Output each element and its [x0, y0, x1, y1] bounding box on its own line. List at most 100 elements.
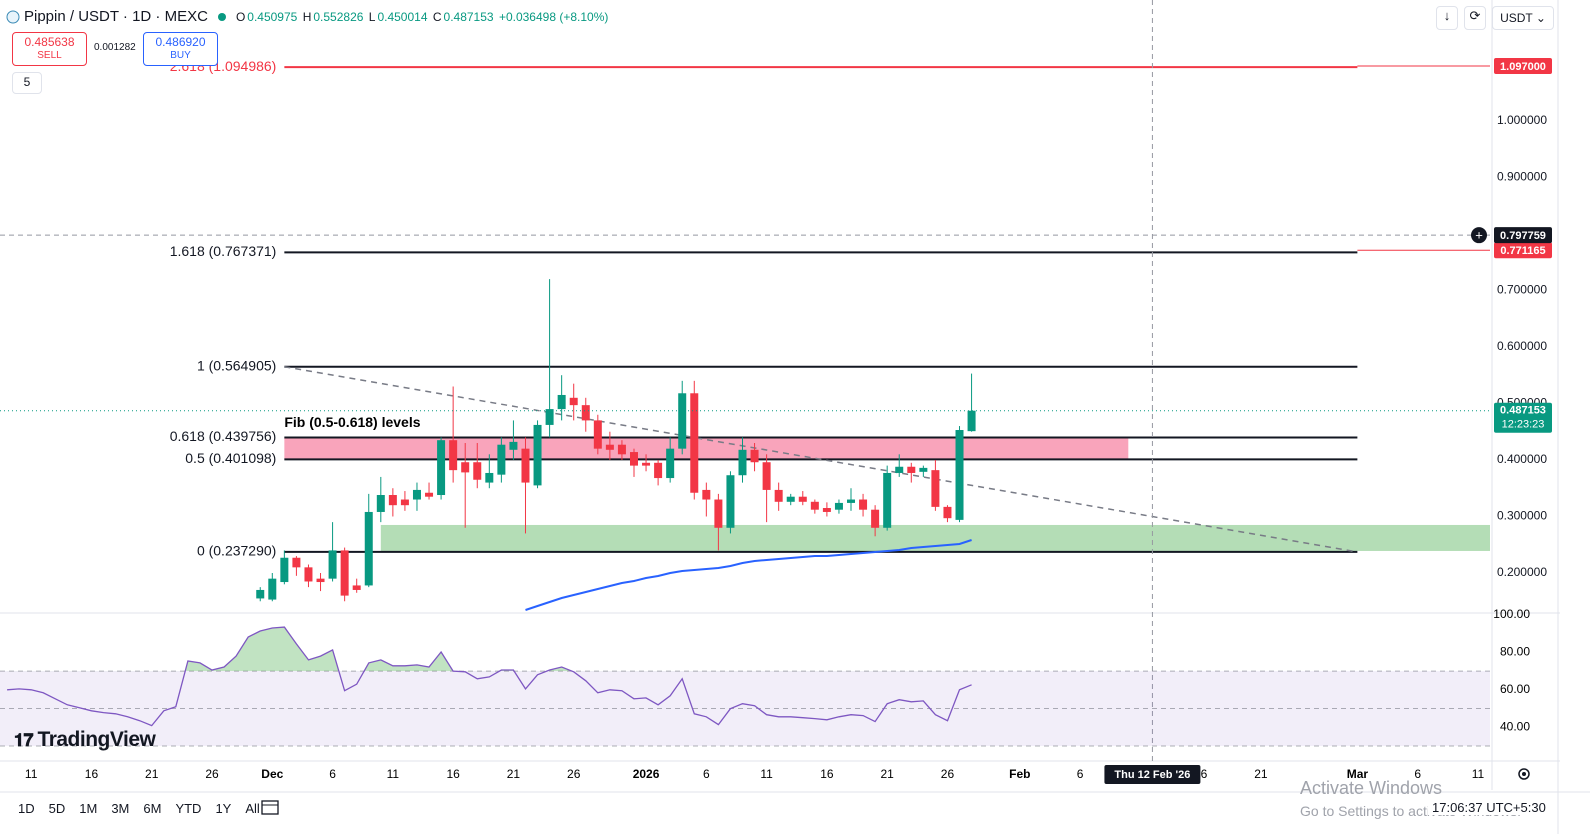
- ohlc-key: C: [432, 9, 442, 24]
- crosshair-date-badge: [1104, 765, 1201, 784]
- candle-body: [822, 508, 831, 512]
- candle-body: [352, 585, 361, 590]
- candle-body: [871, 509, 880, 528]
- x-tick-label: 21: [145, 767, 159, 781]
- buy-button[interactable]: 0.486920 BUY: [143, 32, 218, 66]
- date-range-icon[interactable]: [261, 800, 279, 815]
- indicators-toggle[interactable]: 5: [12, 72, 42, 94]
- rsi-tick-label: 100.00: [1493, 607, 1530, 621]
- candle-body: [931, 470, 940, 507]
- sell-button[interactable]: 0.485638 SELL: [12, 32, 87, 66]
- x-tick-label: Mar: [1347, 767, 1369, 781]
- watermark-text: TradingView: [37, 728, 156, 751]
- currency-select[interactable]: USDT ⌄: [1492, 6, 1554, 30]
- candle-body: [485, 472, 494, 483]
- x-tick-label: 6: [703, 767, 710, 781]
- scroll-button[interactable]: ↓: [1436, 6, 1458, 30]
- x-tick-label: 21: [880, 767, 894, 781]
- timeframe-button[interactable]: 3M: [111, 801, 130, 816]
- trendline: [284, 366, 1358, 553]
- x-tick-label: Feb: [1009, 767, 1030, 781]
- timeframe-button[interactable]: 5D: [48, 801, 66, 816]
- ohlc-value: 0.450975: [247, 9, 298, 24]
- candle-body: [364, 511, 373, 586]
- candle-body: [569, 397, 578, 406]
- candle-body: [810, 501, 819, 510]
- x-tick-label: 21: [1254, 767, 1268, 781]
- refresh-button[interactable]: ⟳: [1464, 6, 1486, 30]
- price-badge: [1494, 402, 1552, 433]
- candle-body: [702, 489, 711, 500]
- candle-body: [521, 448, 530, 483]
- fib-label: 1 (0.564905): [197, 357, 276, 373]
- timeframe-button[interactable]: 6M: [143, 801, 162, 816]
- candle-body: [280, 557, 289, 583]
- candle-body: [268, 578, 277, 600]
- candle-body: [883, 472, 892, 528]
- candle-body: [762, 462, 771, 490]
- candle-body: [967, 410, 976, 432]
- ohlc-value: 0.487153: [443, 9, 494, 24]
- candle-body: [425, 492, 434, 497]
- candle-body: [617, 444, 626, 455]
- candle-body: [557, 394, 566, 410]
- spread: 0.001282: [94, 42, 136, 53]
- candle-body: [919, 467, 928, 472]
- x-tick-label: 26: [567, 767, 581, 781]
- candle-body: [834, 502, 843, 510]
- timeframe-button[interactable]: 1D: [18, 801, 35, 816]
- timeframe-button[interactable]: 1M: [79, 801, 98, 816]
- candle-body: [847, 499, 856, 503]
- candle-body: [907, 466, 916, 473]
- settings-icon[interactable]: [1518, 768, 1530, 780]
- candle-body: [642, 462, 651, 466]
- sell-label: SELL: [37, 50, 62, 61]
- candle-body: [714, 499, 723, 528]
- moving-average: [525, 539, 972, 611]
- symbol-logo: [6, 10, 20, 23]
- x-tick-label: 21: [507, 767, 521, 781]
- timeframe-button[interactable]: YTD: [175, 801, 202, 816]
- y-tick-label: 1.000000: [1497, 113, 1547, 127]
- timeframe-bar: 1D 5D 1M 3M 6M YTD 1Y All: [18, 800, 274, 818]
- x-tick-label: 6: [1414, 767, 1421, 781]
- countdown: 12:23:23: [1502, 419, 1545, 431]
- x-tick-label: 11: [387, 767, 400, 781]
- zone: [284, 437, 1129, 460]
- y-tick-label: 0.600000: [1497, 339, 1547, 353]
- sell-price: 0.485638: [24, 35, 75, 49]
- x-tick-label: 16: [85, 767, 99, 781]
- x-tick-label: 6: [329, 767, 336, 781]
- candle-body: [738, 449, 747, 476]
- y-tick-label: 0.400000: [1497, 452, 1547, 466]
- x-tick-label: 11: [25, 767, 38, 781]
- candle-body: [328, 550, 337, 579]
- x-tick-label: 6: [1077, 767, 1084, 781]
- candle-body: [690, 393, 699, 493]
- alert-badge-label: 0.771165: [1500, 245, 1545, 257]
- crosshair-date: Thu 12 Feb '26: [1114, 769, 1190, 781]
- candle-body: [774, 489, 783, 502]
- timeframe-button[interactable]: 1Y: [215, 801, 232, 816]
- annotation: Fib (0.5-0.618) levels: [284, 414, 420, 430]
- candle-body: [509, 441, 518, 450]
- candle-body: [593, 420, 602, 449]
- x-tick-label: 11: [760, 767, 773, 781]
- rsi-overbought-fill: [185, 627, 572, 672]
- last-price: 0.487153: [1500, 405, 1546, 417]
- candle-body: [497, 444, 506, 475]
- fib-label: 0.618 (0.439756): [170, 428, 277, 444]
- candle-body: [943, 506, 952, 519]
- timeframe-button[interactable]: All: [245, 801, 260, 816]
- x-tick-label: Dec: [261, 767, 283, 781]
- symbol-title[interactable]: Pippin / USDT · 1D · MEXC: [24, 8, 208, 25]
- fib-label: 0.5 (0.401098): [185, 450, 276, 466]
- candle-body: [666, 448, 675, 479]
- x-tick-label: 26: [205, 767, 219, 781]
- x-tick-label: 11: [1472, 767, 1485, 781]
- rsi-tick-label: 40.00: [1500, 719, 1530, 733]
- add-alert-icon[interactable]: [1471, 227, 1487, 244]
- candle-body: [400, 499, 409, 506]
